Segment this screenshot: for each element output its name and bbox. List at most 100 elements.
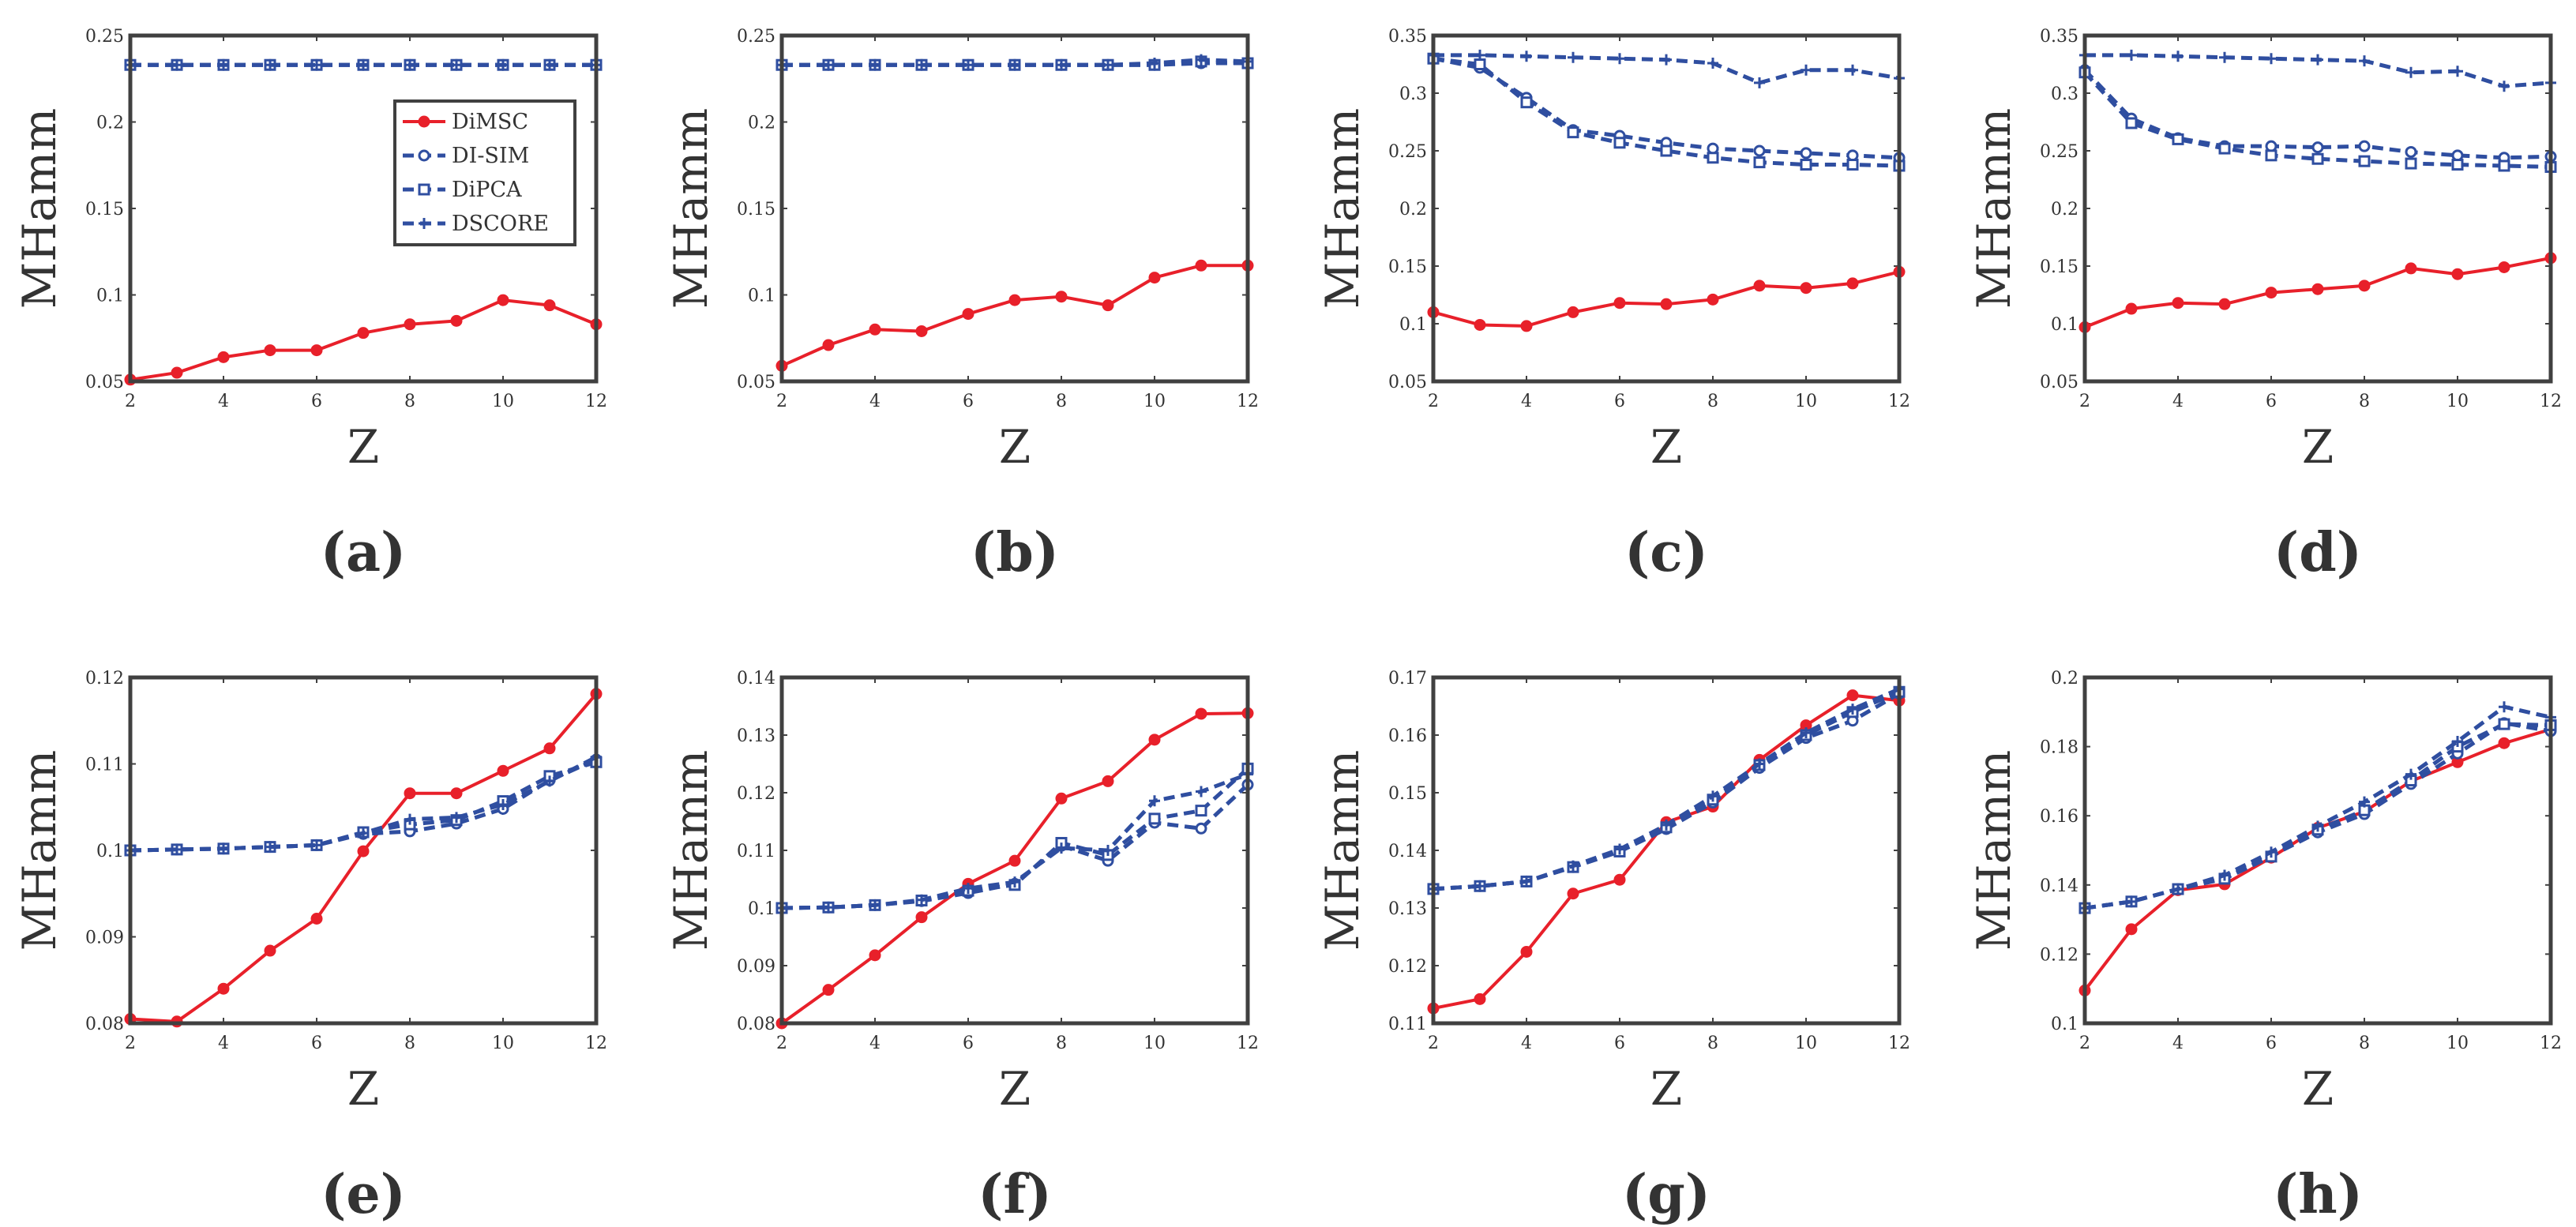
legend-label: DI-SIM	[452, 144, 529, 168]
y-tick-label: 0.3	[1399, 84, 1427, 104]
data-point	[451, 812, 462, 824]
data-point	[498, 59, 509, 71]
x-tick-label: 12	[2540, 1034, 2562, 1053]
data-point	[1474, 992, 1486, 1005]
data-point	[2311, 152, 2324, 165]
data-point	[2498, 159, 2510, 172]
data-point	[1149, 795, 1160, 807]
plot-area	[2085, 677, 2551, 1023]
data-point	[823, 59, 834, 71]
series-dipca	[2078, 66, 2557, 173]
series-line	[1433, 56, 1900, 168]
y-tick-label: 0.1	[1399, 315, 1427, 335]
data-point	[2498, 737, 2510, 749]
x-axis-label: Z	[2302, 420, 2334, 474]
y-tick-label: 0.11	[737, 842, 775, 861]
data-point	[1196, 786, 1207, 797]
data-point	[1474, 318, 1486, 331]
x-tick-label: 6	[311, 1034, 322, 1053]
data-point	[2265, 287, 2277, 299]
data-point	[2498, 261, 2510, 273]
x-tick-label: 12	[1237, 1034, 1259, 1053]
data-point	[2452, 66, 2463, 77]
data-point	[962, 308, 974, 321]
data-point	[1613, 873, 1626, 886]
y-tick-label: 0.15	[737, 200, 775, 220]
data-point	[963, 59, 974, 71]
data-point	[1195, 805, 1207, 817]
data-point	[1753, 280, 1766, 292]
legend-marker	[418, 183, 430, 196]
y-tick-label: 0.1	[2051, 315, 2078, 335]
data-point	[2311, 283, 2324, 295]
data-point	[1754, 758, 1765, 770]
data-point	[822, 339, 835, 351]
data-point	[2312, 54, 2323, 66]
data-point	[2405, 262, 2417, 275]
y-tick-label: 0.2	[748, 114, 775, 133]
data-point	[451, 59, 462, 71]
data-point	[404, 813, 415, 825]
y-tick-label: 0.15	[1388, 257, 1427, 277]
x-tick-label: 6	[1614, 1034, 1625, 1053]
subplot-h: 0.1 0.12 0.14 0.16 0.18 0.2 2 4 6 8 10 12 Z MHamm (h)	[1967, 669, 2562, 1226]
data-point	[1661, 819, 1672, 831]
subplot-f: 0.08 0.09 0.1 0.11 0.12 0.13 0.14 2 4 6 8 10 12 Z MHam…	[664, 669, 1259, 1226]
data-point	[2125, 302, 2138, 315]
x-tick-label: 2	[2079, 1034, 2090, 1053]
data-point	[2265, 149, 2277, 162]
x-tick-label: 2	[2079, 392, 2090, 411]
y-tick-label: 0.35	[1388, 27, 1427, 47]
data-point	[1847, 704, 1858, 715]
y-axis-label: MHamm	[13, 108, 66, 310]
x-tick-label: 10	[2446, 1034, 2469, 1053]
y-tick-label: 0.1	[96, 287, 124, 306]
data-point	[2359, 796, 2370, 808]
data-point	[822, 984, 835, 996]
data-point	[1801, 64, 1812, 76]
y-tick-label: 0.25	[85, 27, 124, 47]
x-axis-label: Z	[347, 1062, 379, 1116]
x-tick-label: 12	[585, 392, 607, 411]
x-axis-label: Z	[2302, 1062, 2334, 1116]
y-axis-label: MHamm	[1967, 750, 2021, 951]
panel-label: (d)	[2274, 521, 2362, 584]
x-tick-label: 12	[1237, 392, 1259, 411]
data-point	[2499, 81, 2510, 92]
data-point	[543, 299, 556, 312]
y-tick-label: 0.16	[2040, 807, 2078, 827]
data-point	[357, 845, 370, 857]
plot-frame	[779, 33, 1250, 384]
data-point	[2359, 55, 2370, 67]
panel-label: (h)	[2273, 1163, 2363, 1226]
panel-label: (b)	[971, 521, 1059, 584]
legend-marker	[418, 115, 430, 128]
data-point	[497, 764, 509, 777]
data-point	[404, 787, 416, 800]
x-tick-label: 8	[1056, 1034, 1067, 1053]
y-tick-label: 0.05	[2040, 373, 2078, 392]
x-tick-label: 8	[404, 1034, 415, 1053]
legend-label: DiMSC	[452, 110, 528, 134]
data-point	[2218, 298, 2231, 310]
plot-frame	[1431, 33, 1902, 384]
data-point	[171, 843, 182, 855]
series-dscore	[776, 54, 1253, 71]
data-point	[1148, 812, 1161, 825]
y-tick-label: 0.17	[1388, 669, 1427, 689]
data-point	[1009, 59, 1020, 71]
data-point	[1474, 49, 1485, 61]
data-point	[1056, 59, 1067, 71]
y-tick-label: 0.1	[748, 899, 775, 919]
legend-item-dimsc: DiMSC	[403, 110, 528, 134]
data-point	[1707, 58, 1718, 69]
x-tick-label: 2	[125, 1034, 136, 1053]
data-point	[543, 742, 556, 755]
data-point	[2405, 157, 2417, 170]
data-point	[915, 911, 928, 924]
x-tick-label: 2	[776, 1034, 787, 1053]
y-tick-label: 0.1	[748, 287, 775, 306]
x-tick-label: 4	[218, 392, 229, 411]
data-point	[498, 798, 509, 810]
data-point	[869, 59, 881, 71]
